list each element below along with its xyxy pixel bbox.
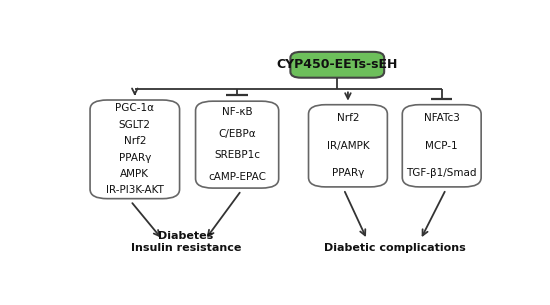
Text: Diabetic complications: Diabetic complications [324,243,466,253]
FancyBboxPatch shape [196,101,279,188]
Text: TGF-β1/Smad: TGF-β1/Smad [406,168,477,178]
Text: AMPK: AMPK [120,169,149,179]
Text: PGC-1α: PGC-1α [116,103,155,113]
FancyBboxPatch shape [402,105,481,187]
Text: PPARγ: PPARγ [332,168,364,178]
Text: Nrf2: Nrf2 [337,113,359,124]
Text: Nrf2: Nrf2 [124,136,146,146]
Text: MCP-1: MCP-1 [425,141,458,151]
Text: Diabetes
Insulin resistance: Diabetes Insulin resistance [131,231,241,253]
Text: C/EBPα: C/EBPα [218,129,256,139]
Text: NF-κB: NF-κB [222,107,252,117]
Text: NFATc3: NFATc3 [424,113,460,124]
Text: PPARγ: PPARγ [119,152,151,163]
Text: IR/AMPK: IR/AMPK [327,141,369,151]
Text: cAMP-EPAC: cAMP-EPAC [208,172,266,182]
Text: SREBP1c: SREBP1c [214,150,260,160]
Text: CYP450-EETs-sEH: CYP450-EETs-sEH [277,58,398,71]
FancyBboxPatch shape [309,105,387,187]
Text: SGLT2: SGLT2 [119,120,151,130]
FancyBboxPatch shape [290,52,384,78]
FancyBboxPatch shape [90,100,179,199]
Text: IR-PI3K-AKT: IR-PI3K-AKT [106,185,164,196]
